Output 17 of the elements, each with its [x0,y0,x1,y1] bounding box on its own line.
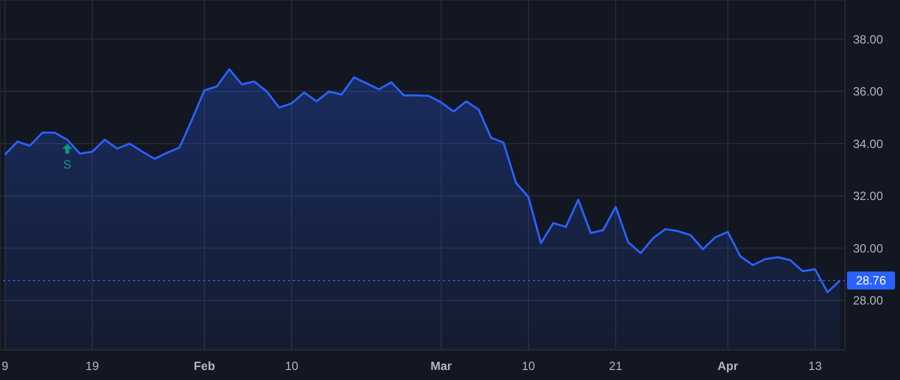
x-tick-label: Apr [718,359,739,373]
x-tick-label: 21 [609,359,623,373]
y-tick-label: 32.00 [853,189,884,204]
ref-line-label: 28.76 [856,274,886,288]
y-tick-label: 36.00 [853,84,884,99]
x-tick-label: 10 [522,359,536,373]
x-tick-label: Feb [194,359,216,373]
y-tick-label: 28.00 [853,294,884,308]
y-tick-label: 30.00 [853,241,884,256]
x-tick-label: Mar [430,359,452,373]
y-tick-label: 34.00 [853,136,884,151]
annotation: S [63,158,72,172]
x-tick-label: 9 [2,359,9,373]
x-tick-label: 10 [284,359,299,373]
x-tick-label: 13 [808,359,822,373]
y-tick-label: 38.00 [853,32,884,46]
x-tick-label: 19 [86,359,100,373]
